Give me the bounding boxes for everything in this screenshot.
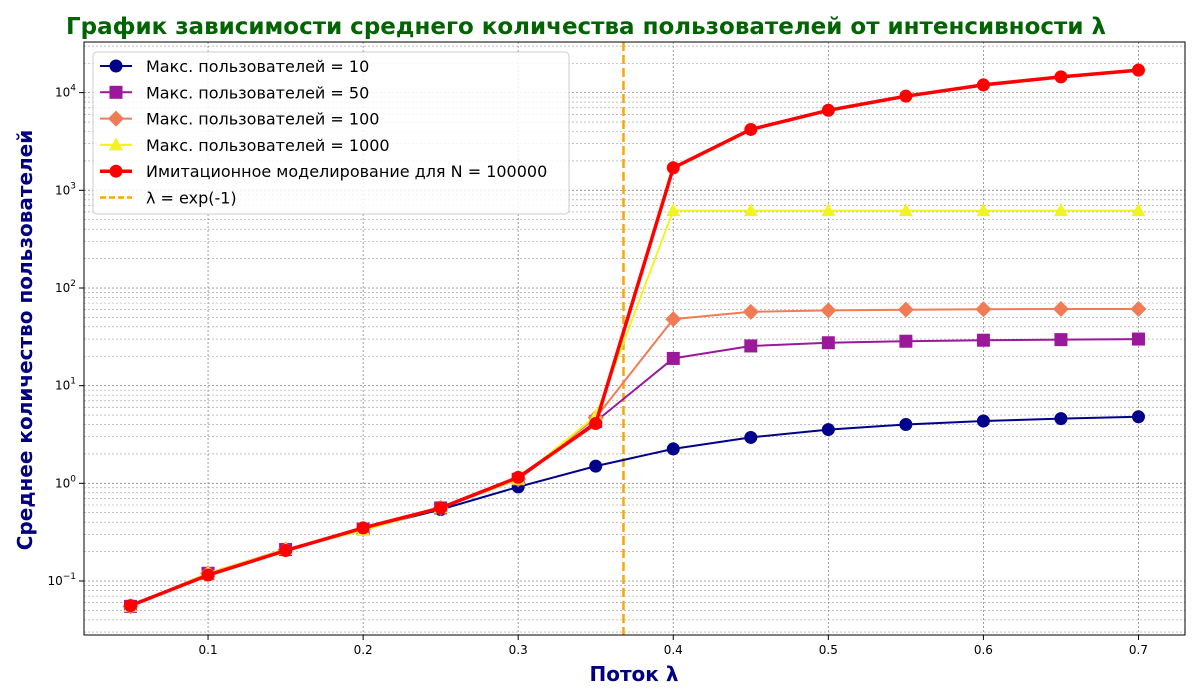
legend-entry: Имитационное моделирование для N = 10000…: [100, 162, 547, 181]
x-tick-label: 0.7: [1129, 643, 1148, 657]
plot-frame: [83, 41, 1186, 636]
legend-label: Макс. пользователей = 10: [146, 57, 369, 76]
data-point: [1052, 300, 1069, 317]
data-point: [666, 442, 680, 456]
data-point: [1053, 203, 1068, 217]
data-point: [744, 122, 758, 136]
data-point: [279, 544, 293, 558]
x-tick-label: 0.3: [509, 643, 528, 657]
x-tick-label: 0.1: [199, 643, 218, 657]
plot-area: [122, 63, 1147, 615]
y-tick-label: 102: [55, 279, 76, 295]
data-point: [356, 521, 370, 535]
x-axis-label: Поток λ: [589, 662, 678, 686]
data-point: [589, 416, 603, 430]
legend-label: Макс. пользователей = 1000: [146, 136, 390, 155]
data-point: [744, 339, 758, 353]
series-2: [124, 332, 1145, 613]
data-point: [109, 164, 123, 178]
data-point: [1131, 410, 1145, 424]
legend-entry: Макс. пользователей = 50: [100, 83, 369, 102]
x-tick-label: 0.6: [974, 643, 993, 657]
legend-entry: Макс. пользователей = 1000: [100, 136, 390, 155]
legend-label: Имитационное моделирование для N = 10000…: [146, 162, 547, 181]
data-point: [1131, 63, 1145, 77]
series-line: [130, 338, 1139, 608]
grid: [84, 42, 1185, 635]
data-point: [109, 85, 123, 99]
series-line: [130, 415, 1139, 608]
data-point: [124, 599, 138, 613]
series-5: [124, 63, 1145, 613]
data-point: [899, 334, 913, 348]
x-tick-label: 0.2: [354, 643, 373, 657]
data-point: [1054, 70, 1068, 84]
y-tick-label: 104: [55, 84, 76, 100]
data-point: [201, 568, 215, 582]
legend-label: Макс. пользователей = 100: [146, 110, 379, 129]
legend: Макс. пользователей = 10 Макс. пользовате…: [92, 51, 570, 215]
series-1: [124, 410, 1145, 613]
data-point: [1130, 300, 1147, 317]
x-tick-label: 0.4: [664, 643, 683, 657]
data-point: [666, 351, 680, 365]
data-point: [897, 301, 914, 318]
data-point: [743, 203, 758, 217]
data-point: [589, 459, 603, 473]
legend-entry: Макс. пользователей = 100: [100, 110, 379, 129]
data-point: [1054, 412, 1068, 426]
legend-entry: λ = exp(-1): [100, 189, 237, 208]
data-point: [899, 89, 913, 103]
data-point: [1131, 203, 1146, 217]
y-tick-label: 101: [55, 377, 76, 393]
data-point: [976, 203, 991, 217]
data-point: [976, 333, 990, 347]
data-point: [976, 414, 990, 428]
legend-label: Макс. пользователей = 50: [146, 83, 369, 102]
data-point: [1054, 333, 1068, 347]
series-line: [129, 68, 1139, 608]
y-tick-label: 10−1: [47, 572, 76, 588]
y-tick-label: 100: [55, 474, 76, 490]
y-axis-label: Среднее количество пользователей: [13, 130, 37, 550]
data-point: [976, 78, 990, 92]
data-point: [975, 301, 992, 318]
y-tick-label: 103: [55, 181, 76, 197]
data-point: [666, 161, 680, 175]
chart-title: График зависимости среднего количества п…: [66, 14, 1106, 40]
data-point: [899, 418, 913, 432]
data-point: [108, 110, 124, 127]
data-point: [821, 423, 835, 437]
data-point: [511, 470, 525, 484]
data-point: [821, 203, 836, 217]
data-point: [744, 430, 758, 444]
data-point: [821, 103, 835, 117]
data-point: [820, 302, 837, 319]
data-point: [666, 203, 681, 217]
legend-box: [92, 51, 570, 215]
data-point: [434, 501, 448, 515]
legend-label: λ = exp(-1): [146, 189, 237, 208]
data-point: [821, 336, 835, 350]
data-point: [109, 137, 123, 151]
data-point: [109, 59, 123, 73]
data-point: [898, 203, 913, 217]
data-point: [742, 303, 759, 320]
data-point: [1131, 332, 1145, 346]
data-point: [665, 311, 682, 328]
legend-entry: Макс. пользователей = 10: [100, 57, 369, 76]
x-tick-label: 0.5: [819, 643, 838, 657]
